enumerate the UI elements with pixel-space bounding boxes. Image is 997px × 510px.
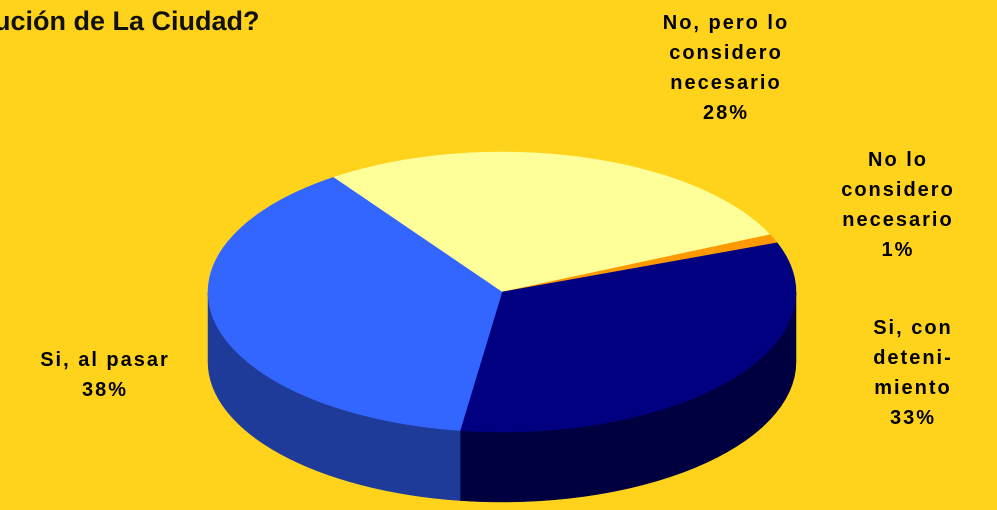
- slice-label-si-con-detenimiento: Si, con deteni- miento 33%: [838, 313, 988, 433]
- pie-slice: [207, 177, 503, 431]
- chart-title: ución de La Ciudad?: [0, 6, 260, 36]
- slice-label-line: miento: [874, 377, 952, 399]
- slice-label-line: considero: [669, 42, 783, 64]
- slice-percent: 38%: [81, 379, 129, 401]
- slice-label-line: Si, con: [873, 317, 953, 339]
- slice-label-line: deteni-: [873, 347, 953, 369]
- pie-top: [207, 151, 797, 433]
- slice-label-no-lo-considero: No lo considero necesario 1%: [818, 145, 978, 265]
- slice-label-line: Si, al pasar: [40, 349, 170, 371]
- slice-label-si-al-pasar: Si, al pasar 38%: [5, 345, 205, 405]
- slice-percent: 28%: [702, 102, 750, 124]
- slice-label-line: No lo: [868, 149, 928, 171]
- slice-label-line: necesario: [670, 72, 782, 94]
- slice-label-line: No, pero lo: [662, 12, 790, 34]
- slice-label-no-pero-lo-considero: No, pero lo considero necesario 28%: [626, 8, 826, 128]
- slice-label-line: necesario: [842, 209, 954, 231]
- pie-slice: [332, 151, 771, 293]
- slice-percent: 33%: [889, 407, 937, 429]
- slice-label-line: considero: [841, 179, 955, 201]
- pie-slice: [459, 242, 797, 433]
- slice-percent: 1%: [881, 239, 915, 261]
